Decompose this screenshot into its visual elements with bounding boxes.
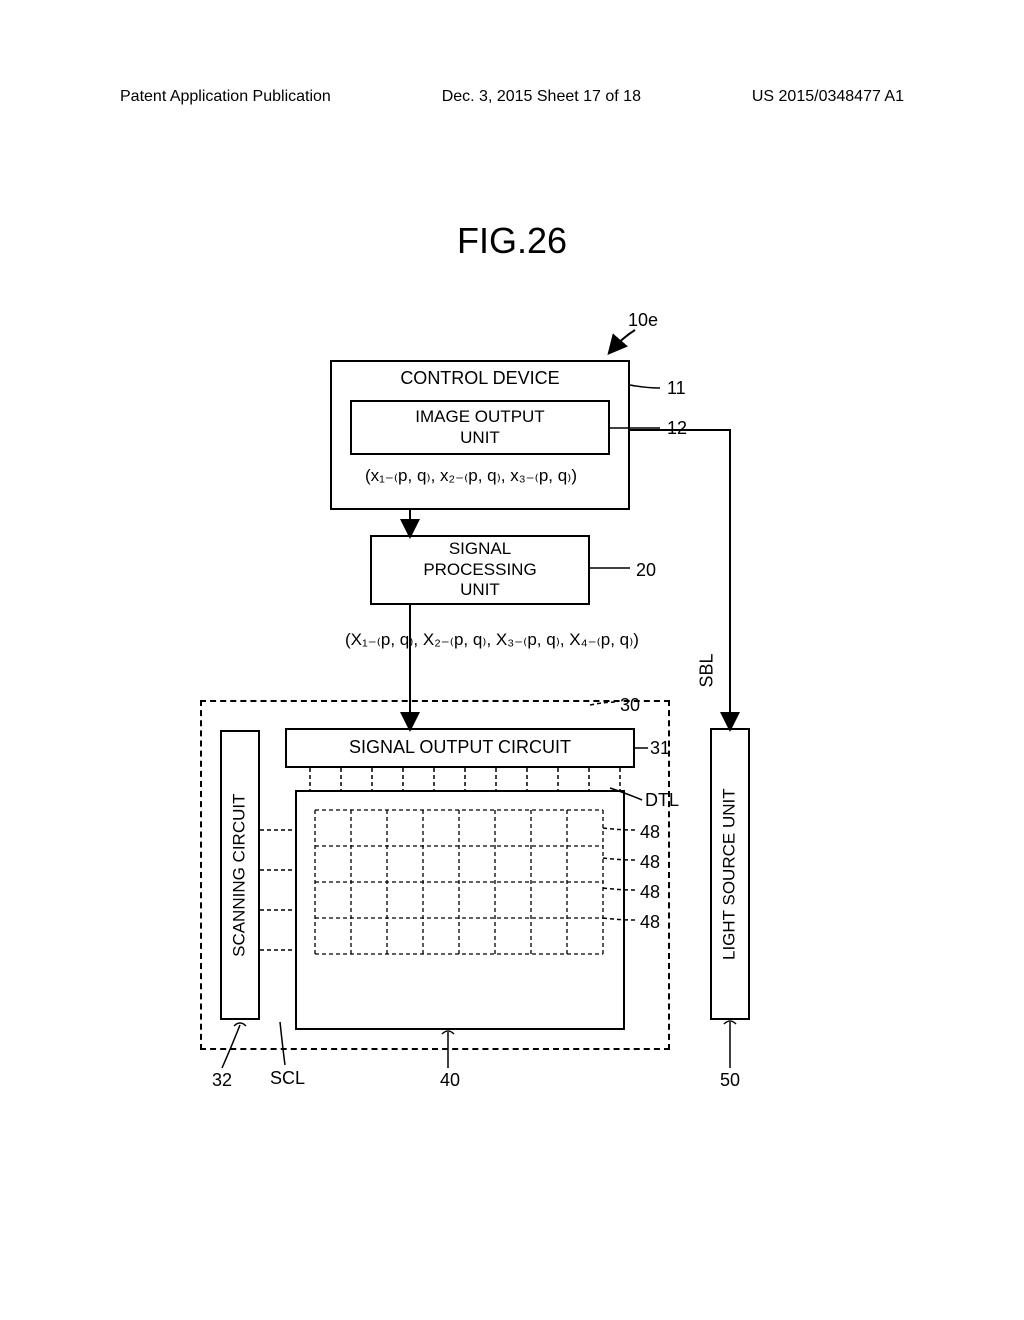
light-source-box: LIGHT SOURCE UNIT [710,728,750,1020]
light-source-label: LIGHT SOURCE UNIT [720,788,740,960]
scanning-circuit-box: SCANNING CIRCUIT [220,730,260,1020]
ref-10e: 10e [628,310,658,331]
scanning-circuit-label: SCANNING CIRCUIT [230,793,250,956]
block-diagram: 10e CONTROL DEVICE IMAGE OUTPUT UNIT 11 … [190,310,870,1090]
dtl-label: DTL [645,790,679,811]
header-right: US 2015/0348477 A1 [752,88,904,106]
ref-48-4: 48 [640,912,660,933]
sbl-label: SBL [697,653,718,687]
header-left: Patent Application Publication [120,88,331,106]
ref-12: 12 [667,418,687,439]
ref-30: 30 [620,695,640,716]
image-output-box: IMAGE OUTPUT UNIT [350,400,610,455]
figure-label: FIG.26 [0,220,1024,262]
ref-32: 32 [212,1070,232,1091]
signal-output-label: SIGNAL OUTPUT CIRCUIT [349,737,571,759]
ref-50: 50 [720,1070,740,1091]
ref-40: 40 [440,1070,460,1091]
signal-output-box: SIGNAL OUTPUT CIRCUIT [285,728,635,768]
image-output-label: IMAGE OUTPUT UNIT [415,407,544,448]
page-header: Patent Application Publication Dec. 3, 2… [0,88,1024,106]
header-center: Dec. 3, 2015 Sheet 17 of 18 [442,88,641,106]
ref-48-1: 48 [640,822,660,843]
ref-48-3: 48 [640,882,660,903]
ref-20: 20 [636,560,656,581]
signal-processing-box: SIGNAL PROCESSING UNIT [370,535,590,605]
ref-11: 11 [667,378,686,399]
formula-x-lower: (x₁₋₍p, q₎, x₂₋₍p, q₎, x₃₋₍p, q₎) [365,466,577,486]
ref-31: 31 [650,738,670,759]
ref-48-2: 48 [640,852,660,873]
signal-processing-label: SIGNAL PROCESSING UNIT [423,539,536,600]
display-area [295,790,625,1030]
scl-label: SCL [270,1068,305,1089]
control-device-label: CONTROL DEVICE [400,368,559,390]
formula-x-upper: (X₁₋₍p, q₎, X₂₋₍p, q₎, X₃₋₍p, q₎, X₄₋₍p,… [345,630,639,650]
